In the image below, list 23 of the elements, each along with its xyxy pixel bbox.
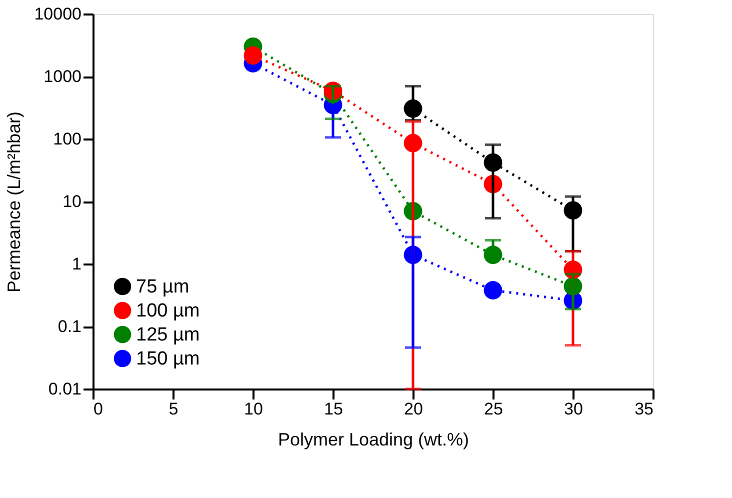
x-tick-label: 10 [244,400,263,418]
legend-label: 100 µm [136,300,200,322]
y-tick-label: 10 [62,192,82,211]
y-tick-label: 1 [72,254,82,274]
y-axis-title: Permeance (L/m²hbar) [4,111,24,293]
y-tick-label: 0.1 [58,317,82,336]
x-tick-label: 35 [634,400,654,418]
legend-label: 125 µm [136,324,200,346]
y-tick-label: 100 [53,130,82,148]
x-tick-label: 15 [324,400,343,418]
x-tick-label: 20 [404,400,423,418]
x-tick-label: 0 [94,400,103,418]
point [484,281,502,300]
x-axis-title: Polymer Loading (wt.%) [278,430,470,450]
y-tick-label: 1000 [44,67,82,86]
x-tick-label: 5 [168,400,178,418]
point [244,46,262,65]
x-tick-label: 25 [484,400,503,418]
y-tick-label: 0.01 [48,380,82,398]
y-tick-label: 10000 [34,4,82,24]
legend-label: 75 µm [136,276,190,298]
x-tick-label: 30 [564,400,583,418]
legend-label: 150 µm [136,348,200,370]
